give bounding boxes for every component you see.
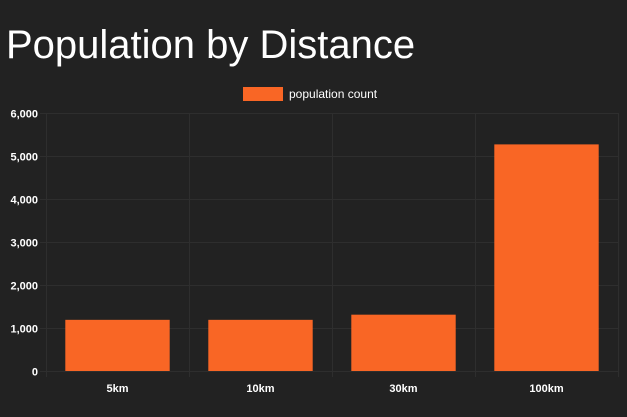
y-tick-label: 6,000 [10, 109, 38, 121]
y-tick-label: 0 [32, 367, 38, 379]
y-axis: 0 1,000 2,000 3,000 4,000 5,000 6,000 [10, 109, 38, 379]
y-tick-label: 2,000 [10, 281, 38, 293]
bar-30km[interactable] [351, 314, 456, 371]
bars [65, 144, 599, 371]
x-tick-label: 10km [246, 383, 274, 395]
x-tick-label: 100km [529, 383, 563, 395]
chart-title: Population by Distance [6, 23, 416, 67]
bar-10km[interactable] [208, 319, 313, 371]
x-axis: 5km 10km 30km 100km [106, 383, 563, 395]
y-tick-label: 5,000 [10, 152, 38, 164]
legend-swatch [243, 87, 283, 101]
legend-label: population count [289, 87, 378, 101]
y-tick-label: 4,000 [10, 195, 38, 207]
x-tick-label: 30km [389, 383, 417, 395]
x-tick-label: 5km [106, 383, 128, 395]
bar-5km[interactable] [65, 319, 170, 371]
y-tick-label: 3,000 [10, 238, 38, 250]
y-tick-label: 1,000 [10, 324, 38, 336]
chart-legend[interactable]: population count [243, 86, 377, 102]
bar-100km[interactable] [494, 144, 599, 371]
